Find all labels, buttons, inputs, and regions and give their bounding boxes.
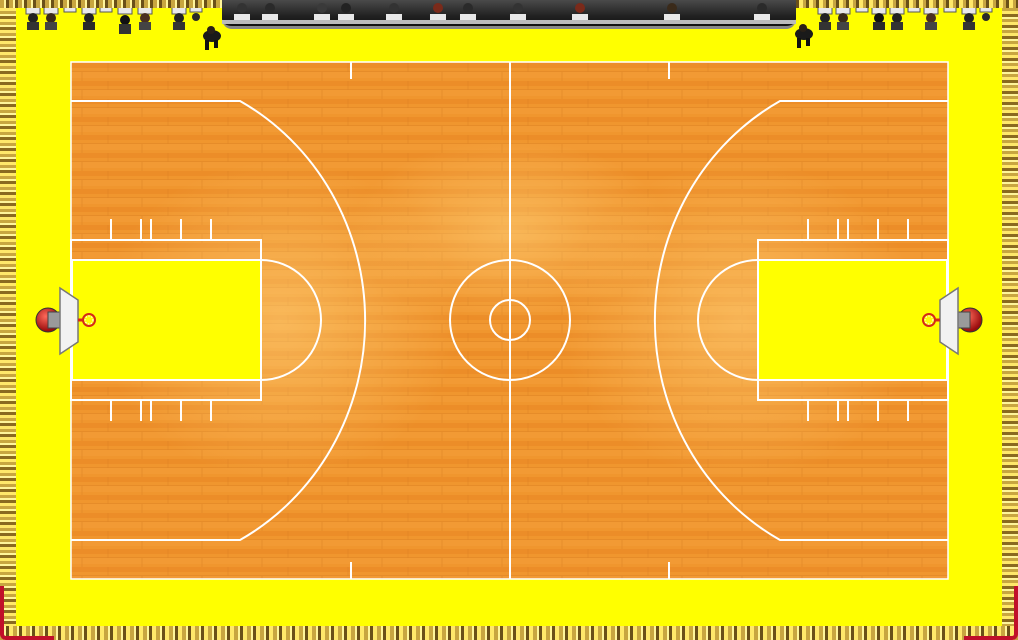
backboard-right: [939, 286, 959, 356]
three-point-arc-left: [71, 100, 367, 541]
backboard-left: [59, 286, 79, 356]
glitter-border-right: [1002, 0, 1018, 640]
official: [664, 3, 680, 20]
corner-accent-bottom-right: [964, 586, 1018, 640]
left-half-markings: [70, 100, 367, 541]
left-hoop[interactable]: [35, 286, 96, 356]
glitter-border-top-right: [796, 0, 1018, 8]
paint-left[interactable]: [71, 259, 262, 381]
scorers-table-seats: [222, 3, 796, 24]
official: [338, 3, 354, 20]
scorers-table-edge: [222, 20, 796, 24]
right-half-markings: [653, 100, 949, 541]
paint-right[interactable]: [757, 259, 948, 381]
glitter-border-left: [0, 0, 16, 640]
scorers-table: [222, 0, 796, 29]
coach-left[interactable]: [203, 26, 221, 50]
right-hoop[interactable]: [922, 286, 983, 356]
center-circle: [449, 259, 571, 381]
glitter-border-bottom: [0, 626, 1018, 640]
three-point-arc-right: [653, 100, 948, 541]
rim-right[interactable]: [922, 313, 936, 327]
center-inner-circle: [489, 299, 531, 341]
official: [572, 3, 588, 20]
official: [510, 3, 526, 20]
net-right: [924, 315, 934, 325]
official: [386, 3, 402, 20]
rim-left[interactable]: [82, 313, 96, 327]
free-throw-circle-right: [697, 259, 759, 381]
net-left: [84, 315, 94, 325]
court[interactable]: [70, 61, 949, 580]
corner-accent-bottom-left: [0, 586, 54, 640]
glitter-border-top-left: [0, 0, 222, 8]
official: [754, 3, 770, 20]
official: [234, 3, 250, 20]
official: [460, 3, 476, 20]
coach-right[interactable]: [795, 24, 813, 48]
official: [430, 3, 446, 20]
official: [262, 3, 278, 20]
free-throw-circle-left: [260, 259, 322, 381]
official: [314, 3, 330, 20]
